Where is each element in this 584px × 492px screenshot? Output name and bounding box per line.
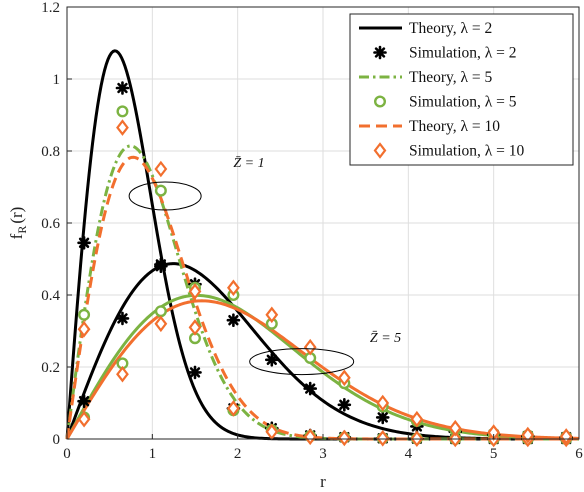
data-point <box>264 352 279 367</box>
x-tick-label: 3 <box>319 446 327 462</box>
legend-marker-swatch <box>373 142 387 159</box>
data-point <box>227 400 240 417</box>
data-point <box>376 429 390 447</box>
data-point <box>154 160 168 178</box>
legend: Theory, λ = 2 Simulation, λ = 2 Theory, λ … <box>349 13 574 166</box>
legend-entry-label: Theory, λ = 5 <box>409 69 493 86</box>
data-point <box>154 315 168 333</box>
x-axis-label: r <box>320 472 326 491</box>
data-point <box>154 257 168 272</box>
x-tick-label: 5 <box>490 446 498 462</box>
legend-marker-swatch <box>374 95 387 108</box>
data-point <box>77 394 91 409</box>
data-point <box>303 338 317 356</box>
annotation-label: Z̄ = 5 <box>370 331 401 346</box>
y-axis-label-text: fR (r) <box>7 207 29 240</box>
y-tick-label: 0.8 <box>41 144 60 160</box>
x-tick-label: 1 <box>149 446 157 462</box>
y-axis-label: fR (r) <box>7 207 29 240</box>
data-point <box>227 279 240 297</box>
legend-entry-label: Simulation, λ = 10 <box>409 143 525 160</box>
data-point <box>337 429 351 447</box>
data-point <box>376 394 390 412</box>
y-tick-label: 0.6 <box>41 216 60 232</box>
y-tick-label: 0.2 <box>41 360 60 376</box>
y-axis-label-tail: (r) <box>7 207 26 224</box>
data-point <box>115 81 130 95</box>
data-point <box>303 381 318 396</box>
data-point <box>115 311 130 326</box>
markers-layer <box>77 81 574 448</box>
data-point <box>188 365 202 380</box>
legend-marker-swatch <box>373 45 387 60</box>
y-tick-label: 0.4 <box>41 288 60 304</box>
data-point <box>410 410 424 428</box>
data-point <box>521 426 535 444</box>
y-tick-label: 1.2 <box>41 0 60 16</box>
data-point <box>154 184 167 197</box>
data-point <box>226 313 241 328</box>
legend-entry-label: Simulation, λ = 2 <box>409 45 517 62</box>
x-tick-label: 2 <box>234 446 242 462</box>
data-point <box>78 308 91 321</box>
legend-entry-label: Theory, λ = 2 <box>409 20 492 37</box>
data-point <box>265 306 279 324</box>
legend-entry-label: Theory, λ = 10 <box>409 118 500 135</box>
data-point <box>77 320 91 338</box>
data-point <box>116 365 129 383</box>
y-tick-label: 1 <box>53 72 61 88</box>
data-point <box>448 419 462 437</box>
data-point <box>337 397 352 412</box>
y-axis-label-main: f <box>7 233 26 239</box>
data-point <box>116 105 129 118</box>
ticks-layer: 0 1 2 3 4 5 6 0 0.2 0.4 0.6 0.8 1 1.2 <box>41 0 583 462</box>
x-tick-label: 0 <box>63 446 71 462</box>
data-point <box>154 305 167 318</box>
data-point <box>77 410 91 428</box>
annotation-ellipse <box>128 181 202 211</box>
x-tick-label: 6 <box>575 446 583 462</box>
legend-entry-label: Simulation, λ = 5 <box>409 94 517 111</box>
x-tick-label: 4 <box>405 446 413 462</box>
data-point <box>116 119 129 136</box>
data-point <box>375 410 390 425</box>
annotation-layer: Z̄ = 1 Z̄ = 5 <box>128 156 401 376</box>
data-point <box>337 369 351 387</box>
y-tick-label: 0 <box>53 432 61 448</box>
data-point <box>188 283 202 300</box>
y-axis-label-sub: R <box>15 226 29 234</box>
annotation-label: Z̄ = 1 <box>233 156 264 171</box>
annotation-ellipse <box>249 348 355 376</box>
data-point <box>188 319 202 336</box>
theory-curve <box>65 155 579 441</box>
data-point <box>77 236 91 250</box>
data-point <box>559 428 573 445</box>
data-point <box>303 428 317 446</box>
data-point <box>265 423 279 441</box>
legend-box <box>349 13 574 166</box>
